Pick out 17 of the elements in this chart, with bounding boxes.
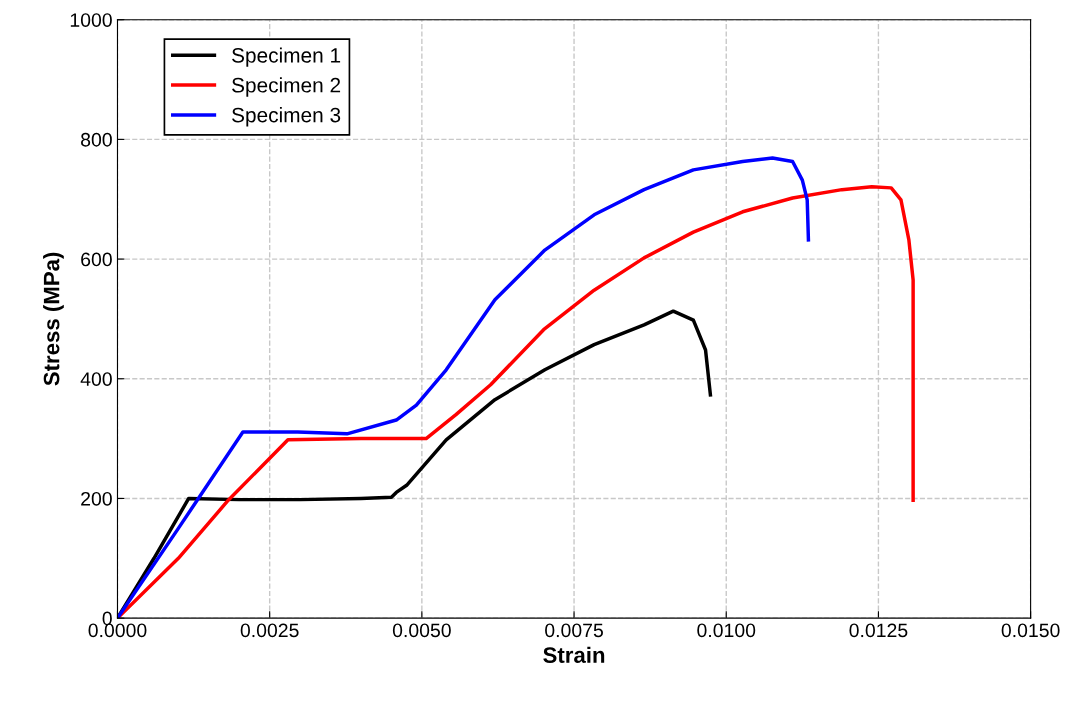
x-tick-label: 0.0125 (849, 623, 908, 638)
x-tick-label: 0.0100 (697, 623, 756, 638)
y-tick-label: 200 (81, 491, 112, 506)
line-series (117, 156, 811, 619)
x-tick-label: 0.0150 (1001, 623, 1060, 638)
x-tick-label: 0.0075 (545, 623, 603, 638)
y-tick-label: 600 (81, 252, 112, 267)
x-tick-label: 0.0050 (392, 623, 451, 638)
y-tick-label: 800 (81, 132, 112, 147)
legend-label: Specimen 2 (232, 77, 341, 97)
y-tick-label: 1000 (70, 13, 112, 27)
x-axis-title: Strain (543, 646, 605, 663)
x-tick-label: 0.0025 (240, 623, 299, 638)
legend-label: Specimen 3 (232, 107, 341, 127)
legend-label: Specimen 1 (232, 47, 341, 67)
y-axis-title: Stress (MPa) (43, 252, 64, 386)
y-tick-label: 400 (80, 372, 112, 386)
